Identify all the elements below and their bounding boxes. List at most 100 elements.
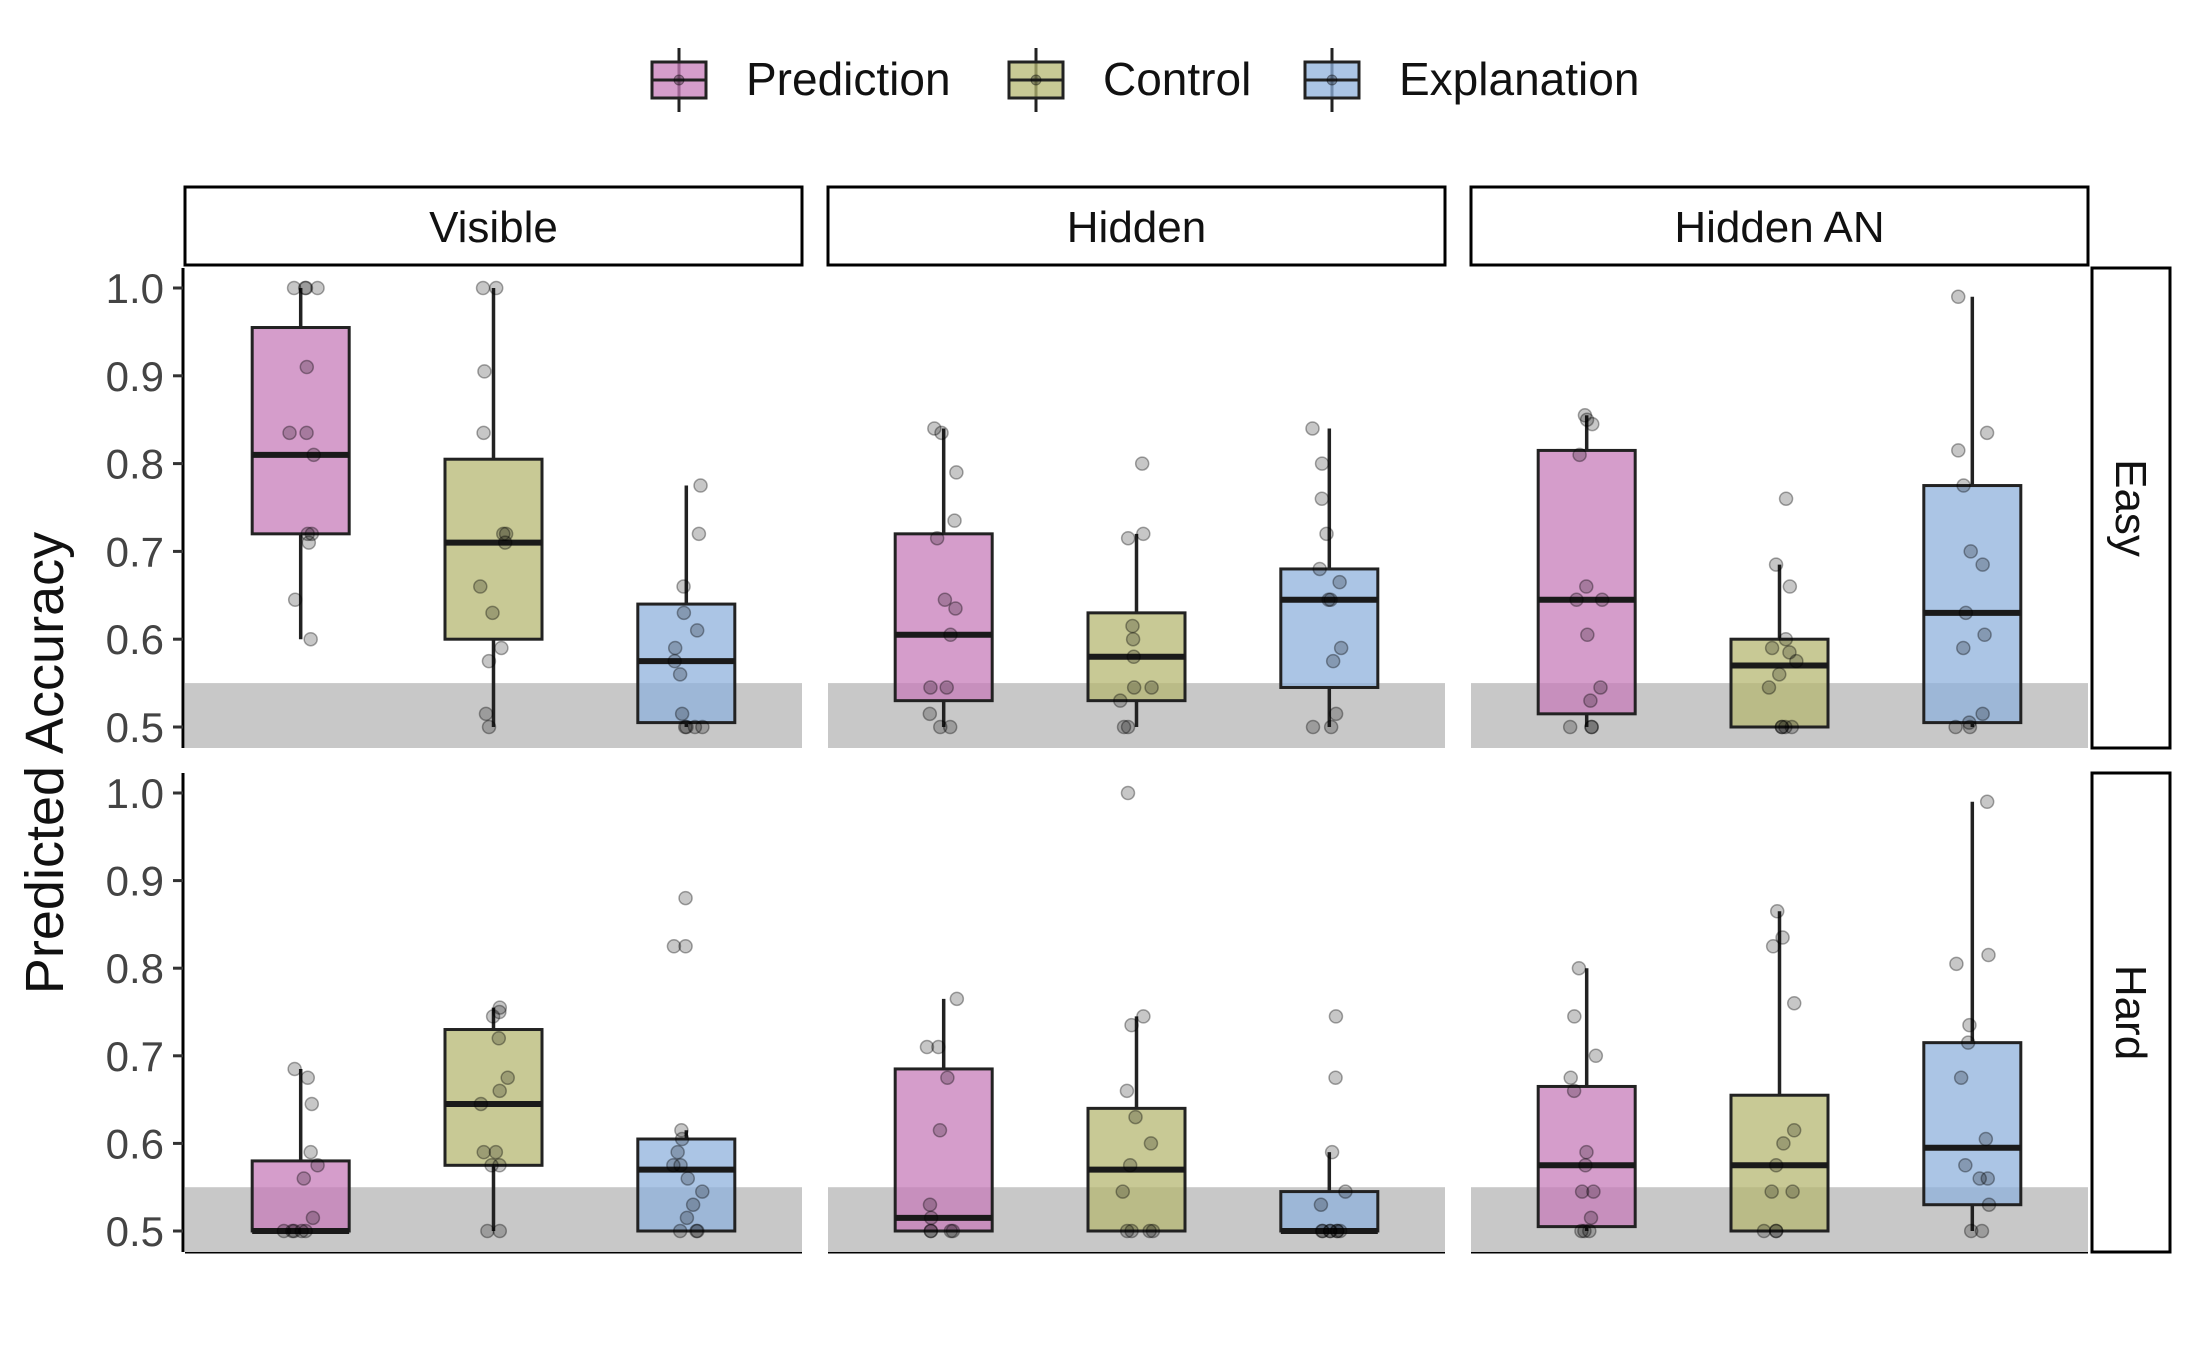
data-point bbox=[1571, 960, 1587, 976]
data-point bbox=[287, 592, 303, 607]
data-point bbox=[1315, 1223, 1330, 1239]
data-point bbox=[1768, 1223, 1784, 1239]
data-point bbox=[1144, 680, 1159, 695]
data-point bbox=[1578, 1158, 1593, 1173]
data-point bbox=[679, 1210, 695, 1226]
facet-strip-label: Visible bbox=[429, 203, 558, 252]
data-point bbox=[1305, 421, 1320, 436]
data-point bbox=[1333, 640, 1349, 656]
data-point bbox=[1314, 1223, 1330, 1239]
box-explanation bbox=[1922, 484, 2023, 725]
facet-strip-hidden-an bbox=[1469, 185, 2090, 267]
data-point bbox=[1328, 706, 1344, 722]
data-point bbox=[685, 1197, 701, 1212]
data-point bbox=[680, 1171, 696, 1186]
facet-strip-easy bbox=[2090, 266, 2172, 750]
data-point bbox=[667, 653, 682, 669]
panel-hard-hidden-an bbox=[1471, 794, 2088, 1252]
data-point bbox=[1764, 1184, 1779, 1199]
data-point bbox=[496, 526, 511, 542]
data-point bbox=[1119, 1223, 1135, 1239]
data-point bbox=[298, 280, 314, 296]
data-point bbox=[475, 280, 491, 296]
data-point bbox=[670, 1144, 685, 1160]
data-point bbox=[693, 478, 708, 493]
box-prediction bbox=[893, 1067, 994, 1233]
data-point bbox=[1136, 526, 1151, 542]
data-point bbox=[674, 1123, 689, 1138]
data-point bbox=[497, 535, 513, 550]
data-point bbox=[689, 1223, 704, 1239]
data-point bbox=[1584, 719, 1599, 735]
data-point bbox=[942, 719, 958, 735]
y-tick-label: 1.0 bbox=[106, 265, 164, 312]
data-point bbox=[488, 280, 504, 296]
box-explanation bbox=[1922, 1041, 2023, 1207]
data-point bbox=[299, 425, 314, 441]
data-point bbox=[933, 719, 948, 735]
data-point bbox=[297, 280, 313, 296]
data-point bbox=[1113, 693, 1128, 708]
y-tick-label: 0.8 bbox=[106, 945, 164, 992]
box-control bbox=[443, 1028, 544, 1167]
data-point bbox=[1772, 667, 1787, 682]
data-point bbox=[1579, 412, 1595, 427]
data-point bbox=[1977, 627, 1992, 643]
data-point bbox=[1776, 1136, 1791, 1151]
y-tick-label: 0.6 bbox=[106, 1120, 164, 1167]
panel-easy-hidden-an bbox=[1471, 289, 2088, 748]
data-point bbox=[500, 1070, 515, 1085]
data-point bbox=[1953, 1070, 1969, 1085]
data-point bbox=[287, 1061, 302, 1077]
data-point bbox=[673, 1158, 688, 1173]
data-point bbox=[1329, 1223, 1345, 1239]
data-point bbox=[1323, 719, 1339, 735]
data-point bbox=[667, 640, 683, 656]
data-point bbox=[488, 1144, 504, 1160]
data-point bbox=[1979, 794, 1995, 810]
data-point bbox=[695, 719, 710, 735]
data-point bbox=[1136, 1009, 1151, 1024]
data-point bbox=[1325, 653, 1341, 669]
data-point bbox=[1122, 1158, 1138, 1173]
data-point bbox=[1329, 1223, 1345, 1239]
data-point bbox=[1583, 693, 1598, 708]
data-point bbox=[932, 1123, 948, 1138]
data-point bbox=[1577, 408, 1593, 423]
data-point bbox=[1768, 1223, 1784, 1239]
y-tick-label: 0.9 bbox=[106, 858, 164, 905]
data-point bbox=[1980, 1171, 1996, 1186]
data-point bbox=[1961, 715, 1977, 730]
facet-strip-label: Hidden AN bbox=[1674, 203, 1884, 252]
data-point bbox=[678, 890, 693, 906]
data-point bbox=[1574, 1184, 1590, 1199]
data-point bbox=[927, 421, 942, 436]
data-point bbox=[480, 1223, 495, 1239]
data-point bbox=[691, 526, 707, 542]
box-prediction bbox=[1536, 1084, 1637, 1229]
data-point bbox=[286, 280, 302, 296]
data-point bbox=[481, 719, 497, 735]
box-prediction bbox=[893, 532, 994, 703]
data-point bbox=[1312, 561, 1327, 577]
box-control bbox=[443, 457, 544, 641]
data-point bbox=[1324, 1144, 1340, 1160]
data-point bbox=[300, 526, 315, 542]
data-point bbox=[1322, 1223, 1338, 1239]
data-point bbox=[948, 601, 963, 616]
data-point bbox=[1143, 1136, 1159, 1151]
data-point bbox=[947, 513, 962, 528]
data-point bbox=[1764, 640, 1780, 656]
data-point bbox=[687, 719, 703, 735]
data-point bbox=[1978, 1131, 1994, 1147]
legend-label: Explanation bbox=[1399, 53, 1639, 105]
data-point bbox=[1125, 631, 1141, 647]
data-point bbox=[304, 526, 320, 542]
data-point bbox=[676, 579, 691, 594]
data-point bbox=[1962, 1017, 1977, 1033]
data-point bbox=[1332, 574, 1347, 590]
legend-label: Prediction bbox=[746, 53, 951, 105]
data-point bbox=[1784, 719, 1800, 735]
data-point bbox=[1332, 1223, 1348, 1239]
data-point bbox=[305, 1210, 321, 1226]
